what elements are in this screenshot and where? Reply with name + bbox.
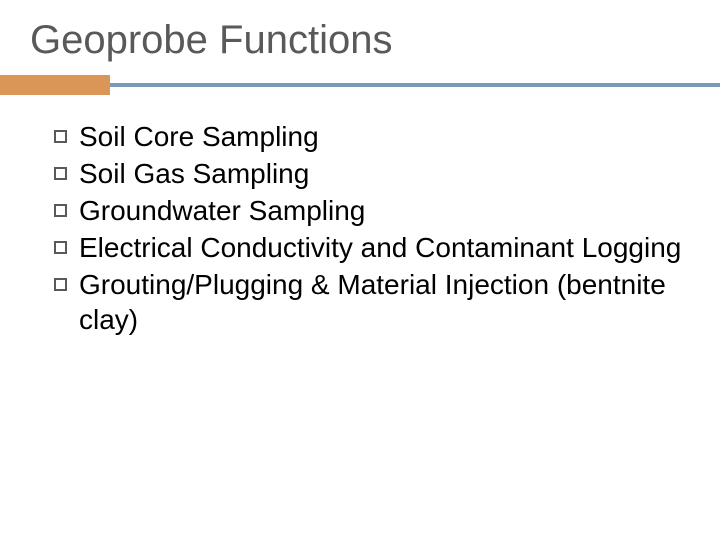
square-bullet-icon (54, 167, 67, 180)
square-bullet-icon (54, 278, 67, 291)
list-item: Electrical Conductivity and Contaminant … (54, 230, 690, 265)
square-bullet-icon (54, 241, 67, 254)
bullet-text: Soil Gas Sampling (79, 156, 309, 191)
rule-accent-block (0, 75, 110, 95)
square-bullet-icon (54, 204, 67, 217)
title-rule (0, 75, 720, 95)
bullet-list: Soil Core Sampling Soil Gas Sampling Gro… (0, 119, 720, 337)
list-item: Grouting/Plugging & Material Injection (… (54, 267, 690, 337)
list-item: Soil Gas Sampling (54, 156, 690, 191)
bullet-text: Groundwater Sampling (79, 193, 365, 228)
list-item: Soil Core Sampling (54, 119, 690, 154)
bullet-text: Electrical Conductivity and Contaminant … (79, 230, 681, 265)
bullet-text: Grouting/Plugging & Material Injection (… (79, 267, 690, 337)
list-item: Groundwater Sampling (54, 193, 690, 228)
slide-container: Geoprobe Functions Soil Core Sampling So… (0, 0, 720, 540)
slide-title: Geoprobe Functions (0, 18, 720, 63)
square-bullet-icon (54, 130, 67, 143)
bullet-text: Soil Core Sampling (79, 119, 319, 154)
